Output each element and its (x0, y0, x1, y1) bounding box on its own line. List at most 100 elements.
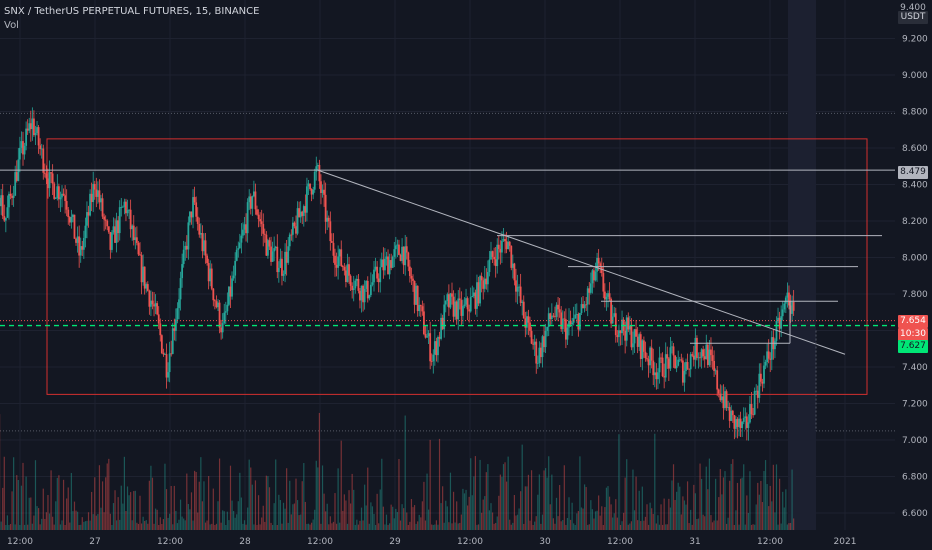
candle-body (348, 264, 350, 276)
volume-bar (569, 519, 572, 530)
candle-body (240, 235, 243, 243)
time-tick-label: 30 (539, 537, 551, 547)
candle-body (624, 330, 627, 341)
price-tick-label: 7.400 (902, 363, 928, 373)
volume-bar (588, 524, 590, 530)
candle-body (775, 320, 778, 341)
candle-body (552, 315, 555, 317)
candle-body (238, 242, 241, 249)
candle-body (563, 318, 566, 320)
candle-body (8, 193, 10, 208)
volume-bar (532, 524, 534, 530)
candle-body (223, 312, 226, 324)
volume-bar (331, 523, 333, 530)
time-tick-label: 28 (239, 537, 251, 547)
candle-body (769, 358, 772, 360)
candle-body (463, 304, 466, 306)
candle-body (738, 418, 740, 427)
volume-bar (616, 517, 618, 530)
volume-bar (643, 520, 645, 530)
volume-bar (270, 522, 272, 530)
price-axis[interactable]: 9.200 9.000 8.800 8.600 8.400 8.200 8.000 7.800… (902, 35, 928, 520)
candle-body (747, 422, 750, 428)
time-axis[interactable]: 12:00 27 12:00 28 12:00 29 12:00 30 12:00 31 12:00… (7, 537, 856, 547)
candle-body (574, 314, 577, 319)
volume-bar (641, 486, 643, 530)
volume-bar (637, 520, 639, 530)
candle-body (546, 326, 549, 331)
drawing-lines[interactable] (0, 169, 895, 431)
candle-body (334, 255, 336, 265)
volume-bar (272, 524, 274, 530)
volume-bar (145, 520, 147, 530)
price-tick-label: 9.000 (902, 71, 928, 81)
candle-body (29, 123, 32, 130)
candle-body (296, 208, 299, 234)
volume-bar (56, 477, 58, 530)
volume-bar (757, 482, 759, 530)
candle-body (681, 360, 684, 383)
volume-bar (81, 517, 83, 530)
candle-body (694, 337, 697, 360)
volume-bar (206, 520, 208, 530)
volume-bar (716, 520, 718, 530)
volume-bar (59, 524, 62, 530)
volume-bar (242, 523, 244, 530)
volume-bar (55, 501, 57, 530)
candle-body (276, 246, 279, 273)
range-rectangle[interactable] (46, 138, 868, 395)
candle-body (40, 148, 43, 150)
candle-body (324, 194, 327, 222)
candle-body (157, 314, 160, 324)
candle-body (86, 212, 88, 226)
volume-bar (275, 459, 277, 530)
candle-body (4, 217, 7, 221)
volume-bar (554, 523, 556, 530)
volume-bar (502, 464, 505, 530)
candle-body (625, 317, 628, 341)
volume-bar (465, 489, 467, 530)
candle-body (207, 263, 210, 282)
volume-bar (697, 518, 700, 530)
volume-bar (663, 498, 665, 530)
candle-body (778, 317, 781, 329)
volume-bar (52, 516, 54, 530)
volume-bar (574, 524, 576, 530)
range-box[interactable] (46, 138, 868, 395)
volume-bar (491, 512, 494, 530)
volume-bar (676, 491, 678, 530)
symbol-title[interactable]: SNX / TetherUS PERPETUAL FUTURES, 15, BI… (4, 6, 260, 17)
volume-bar (293, 503, 296, 530)
candle-body (284, 251, 286, 275)
candle-body (429, 333, 432, 362)
candle-body (67, 209, 70, 218)
volume-bar (406, 512, 408, 530)
candle-body (237, 248, 240, 250)
volume-bar (534, 521, 536, 530)
volume-bar (311, 522, 313, 530)
volume-bar (754, 524, 756, 530)
volume-bar (187, 504, 189, 530)
volume-indicator-label[interactable]: Vol (4, 20, 19, 31)
volume-bar (67, 487, 69, 530)
trend-line[interactable] (316, 169, 846, 355)
candle-body (201, 233, 204, 252)
price-tick-label: 7.000 (902, 436, 928, 446)
volume-bar (359, 520, 361, 530)
volume-bar (360, 507, 363, 530)
candle-body (190, 211, 193, 218)
volume-bar (615, 499, 617, 530)
volume-bar (481, 512, 483, 530)
volume-bar (151, 477, 154, 530)
volume-bar (677, 482, 679, 530)
candle-body (109, 232, 112, 250)
volume-bar (318, 412, 320, 530)
currency-label[interactable]: USDT (898, 11, 928, 24)
candle-body (507, 241, 510, 250)
volume-bar (251, 484, 253, 530)
volume-bar (218, 458, 221, 530)
volume-bar (329, 516, 331, 530)
volume-bar (760, 480, 762, 530)
volume-bar (368, 523, 370, 530)
